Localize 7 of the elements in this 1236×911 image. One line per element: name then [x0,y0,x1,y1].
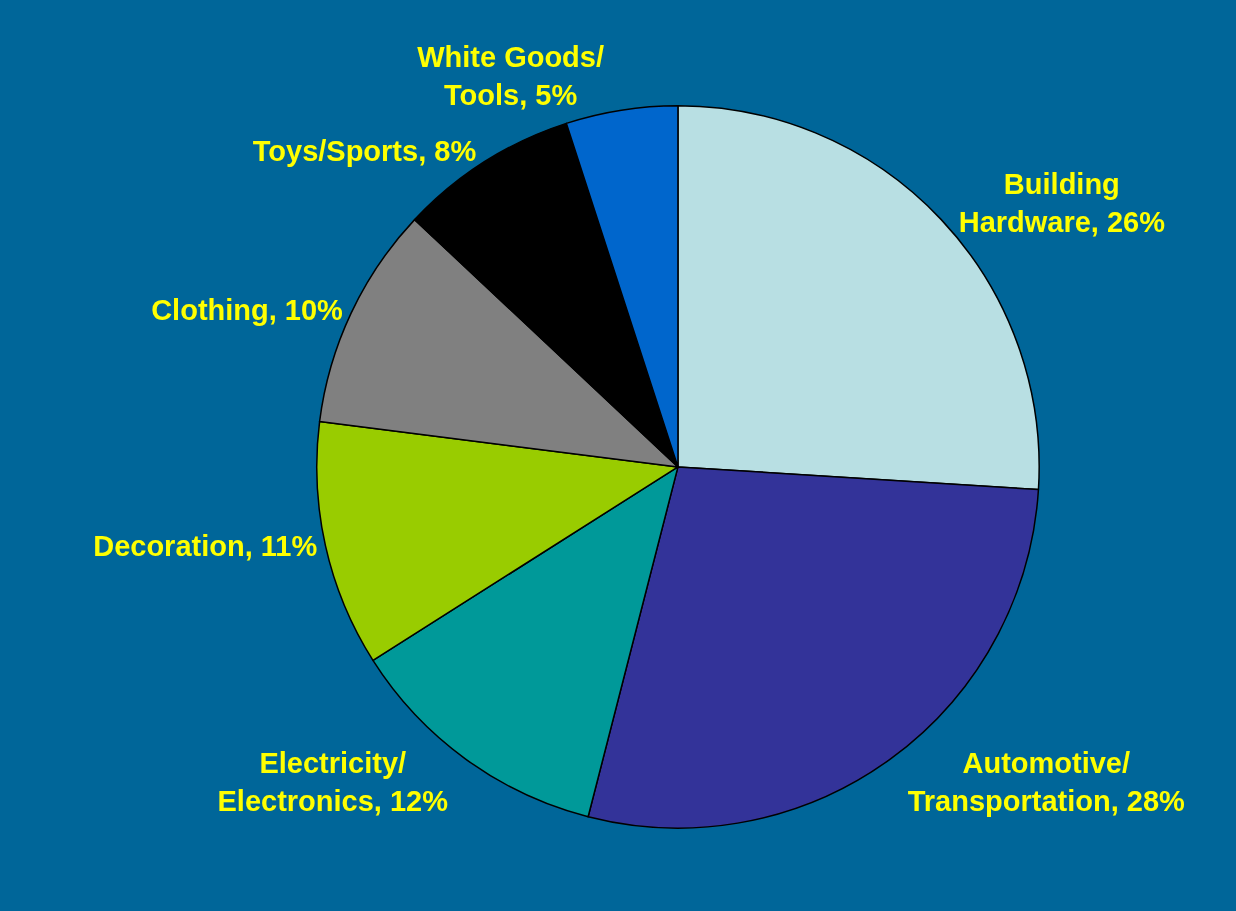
slice-label: White Goods/Tools, 5% [417,41,605,111]
slice-label: Decoration, 11% [93,530,318,563]
slice-label: Toys/Sports, 8% [252,134,477,167]
slice-label: Building Hardware, 26% [958,168,1166,239]
slice-label: Clothing, 10% [151,294,344,327]
slice-label: Automotive/Transportation, 28% [907,747,1186,817]
slice-label: Electricity/Electronics, 12% [217,747,449,817]
